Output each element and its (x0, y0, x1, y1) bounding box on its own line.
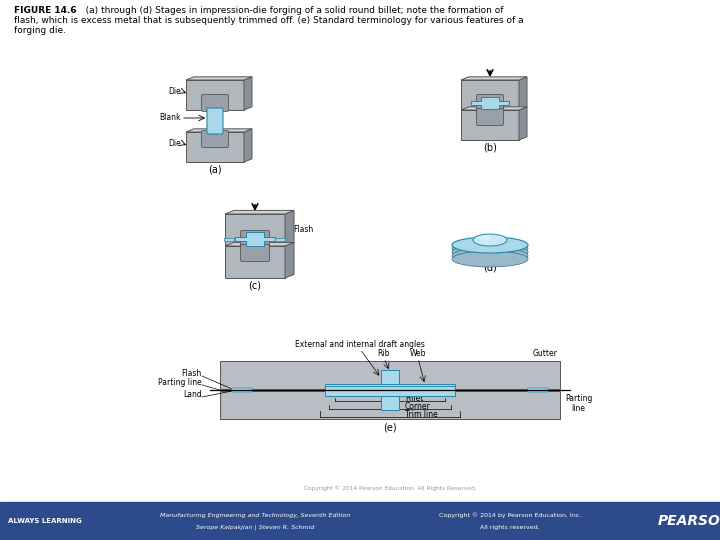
Bar (325, 386, 455, 396)
Polygon shape (186, 129, 252, 132)
Bar (220, 361, 560, 389)
Ellipse shape (479, 235, 491, 240)
Polygon shape (235, 232, 275, 246)
Text: (c): (c) (248, 280, 261, 290)
Bar (0, 502, 720, 540)
FancyBboxPatch shape (202, 94, 228, 111)
Polygon shape (225, 242, 294, 246)
Text: Fillet: Fillet (405, 394, 423, 403)
Text: Parting
line: Parting line (565, 394, 593, 414)
Bar (461, 110, 519, 140)
Bar (186, 80, 244, 110)
Text: Gutter: Gutter (533, 349, 557, 358)
Bar (225, 214, 285, 246)
Polygon shape (225, 211, 294, 214)
Polygon shape (461, 77, 527, 80)
Text: PEARSON: PEARSON (658, 514, 720, 528)
FancyBboxPatch shape (477, 109, 503, 125)
Ellipse shape (452, 244, 528, 260)
Bar (220, 391, 560, 419)
Text: Copyright © 2014 Pearson Education. All Rights Reserved.: Copyright © 2014 Pearson Education. All … (304, 485, 477, 491)
FancyBboxPatch shape (528, 388, 549, 392)
Text: (a): (a) (208, 164, 222, 174)
Polygon shape (244, 129, 252, 162)
Polygon shape (244, 77, 252, 110)
Text: (a) through (d) Stages in impression-die forging of a solid round billet; note t: (a) through (d) Stages in impression-die… (77, 6, 503, 15)
FancyBboxPatch shape (232, 388, 253, 392)
Polygon shape (285, 211, 294, 246)
FancyBboxPatch shape (240, 245, 269, 261)
Bar (225, 246, 285, 278)
Text: Die: Die (168, 138, 181, 147)
Bar (275, 238, 285, 241)
Text: forging die.: forging die. (14, 26, 66, 35)
Text: ALWAYS LEARNING: ALWAYS LEARNING (8, 518, 82, 524)
Text: Land: Land (184, 390, 202, 399)
Ellipse shape (452, 237, 528, 253)
Polygon shape (519, 107, 527, 140)
Text: (d): (d) (483, 262, 497, 272)
Bar (325, 384, 455, 394)
Text: Copyright © 2014 by Pearson Education, Inc.: Copyright © 2014 by Pearson Education, I… (439, 512, 581, 518)
Text: Web: Web (410, 349, 426, 358)
Ellipse shape (452, 251, 528, 267)
Text: Blank: Blank (160, 113, 181, 123)
Ellipse shape (452, 240, 528, 256)
Text: Trim line: Trim line (405, 410, 438, 419)
Text: Flash: Flash (293, 225, 313, 234)
Ellipse shape (452, 247, 528, 264)
Text: Serope Kalpakjian | Steven R. Schmid: Serope Kalpakjian | Steven R. Schmid (196, 524, 314, 530)
Bar (461, 80, 519, 110)
Text: Rib: Rib (378, 349, 390, 358)
FancyBboxPatch shape (240, 231, 269, 247)
Text: FIGURE 14.6: FIGURE 14.6 (14, 6, 76, 15)
Bar (381, 370, 399, 410)
Polygon shape (186, 77, 252, 80)
Polygon shape (461, 107, 527, 110)
FancyBboxPatch shape (202, 131, 228, 147)
Polygon shape (471, 97, 509, 109)
Polygon shape (519, 77, 527, 110)
Text: (b): (b) (483, 142, 497, 152)
Text: External and internal draft angles: External and internal draft angles (295, 340, 425, 349)
Text: Parting line: Parting line (158, 378, 202, 387)
Text: flash, which is excess metal that is subsequently trimmed off. (e) Standard term: flash, which is excess metal that is sub… (14, 16, 523, 25)
Text: (e): (e) (383, 423, 397, 433)
Polygon shape (285, 242, 294, 278)
Bar (224, 238, 234, 241)
Text: Flash: Flash (181, 369, 202, 378)
Ellipse shape (473, 234, 507, 246)
Text: Corner: Corner (405, 402, 431, 411)
FancyBboxPatch shape (207, 108, 223, 134)
Text: Manufacturing Engineering and Technology, Seventh Edition: Manufacturing Engineering and Technology… (160, 512, 350, 517)
FancyBboxPatch shape (477, 94, 503, 111)
Bar (186, 132, 244, 162)
Text: Die: Die (168, 86, 181, 96)
Text: All rights reserved.: All rights reserved. (480, 524, 540, 530)
